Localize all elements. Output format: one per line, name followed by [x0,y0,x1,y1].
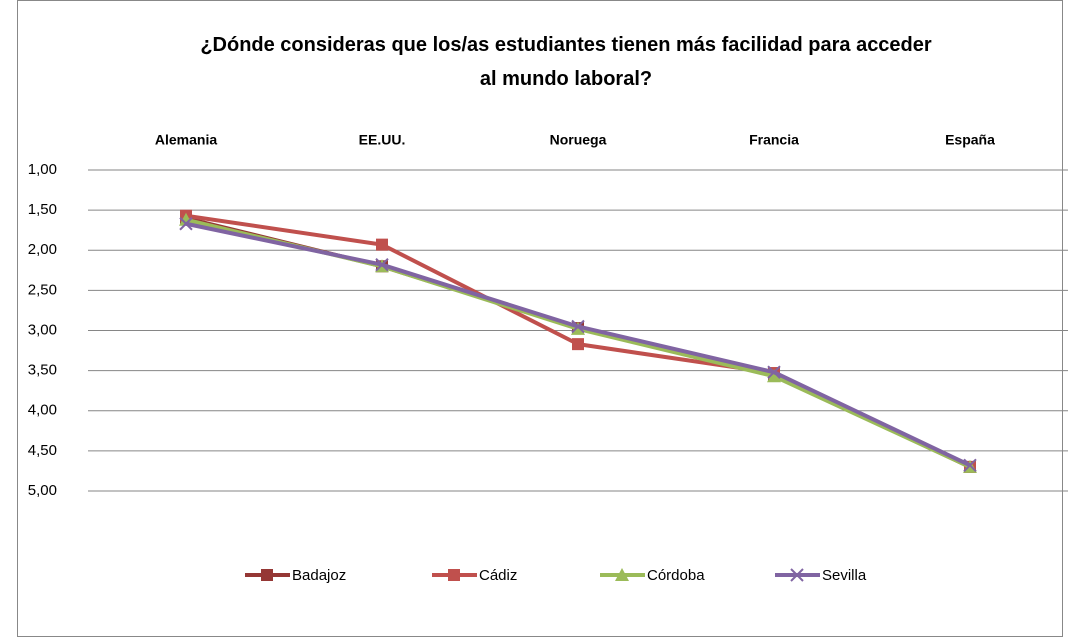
legend-label: Córdoba [647,567,705,584]
x-tick-label: EE.UU. [359,132,406,148]
legend-label: Cádiz [479,567,517,584]
legend-marker [261,569,273,581]
series-marker [572,338,584,351]
legend-marker [790,568,804,582]
y-tick-label: 3,50 [28,362,57,379]
series-marker [767,369,781,383]
series-marker [375,257,389,272]
series-marker [571,319,585,334]
y-tick-label: 3,00 [28,321,57,338]
y-tick-label: 4,50 [28,442,57,459]
legend-label: Badajoz [292,567,346,584]
y-tick-label: 1,50 [28,201,57,218]
series-marker [179,217,193,231]
chart-title: ¿Dónde consideras que los/as estudiantes… [200,34,932,90]
legend-label: Sevilla [822,567,867,584]
series-marker [963,458,977,473]
y-tick-label: 2,00 [28,241,57,258]
y-tick-label: 2,50 [28,281,57,298]
x-tick-label: Francia [749,132,799,148]
x-tick-label: España [945,132,995,148]
x-tick-label: Alemania [155,132,217,148]
y-tick-label: 1,00 [28,161,57,178]
series-marker [376,238,388,251]
legend-marker [615,568,629,581]
x-tick-label: Noruega [550,132,607,148]
y-tick-label: 4,00 [28,402,57,419]
series-marker [767,365,781,379]
legend-marker [448,569,460,581]
y-tick-label: 5,00 [28,482,57,499]
